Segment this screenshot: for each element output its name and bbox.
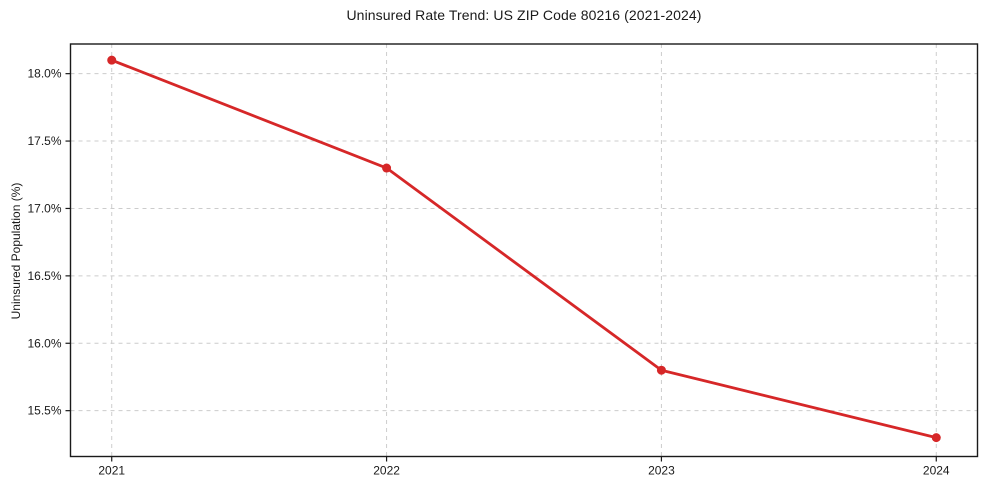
trend-line	[110, 58, 938, 440]
y-tick-label: 17.0%	[27, 201, 61, 215]
y-tick-label: 16.5%	[27, 269, 61, 283]
y-tick-label: 15.5%	[27, 404, 61, 418]
data-point-marker	[931, 433, 941, 443]
x-tick-label: 2022	[373, 464, 400, 478]
y-tick-label: 16.0%	[27, 336, 61, 350]
x-tick-label: 2023	[648, 464, 675, 478]
chart-title: Uninsured Rate Trend: US ZIP Code 80216 …	[346, 7, 702, 23]
y-tick-label: 18.0%	[27, 67, 61, 81]
axes-spines	[69, 43, 979, 458]
x-tick-label: 2024	[923, 464, 950, 478]
y-tick-label: 17.5%	[27, 134, 61, 148]
data-point-marker	[382, 163, 392, 173]
x-tick-label: 2021	[98, 464, 125, 478]
data-point-marker	[107, 55, 117, 65]
data-point-marker	[656, 365, 666, 375]
